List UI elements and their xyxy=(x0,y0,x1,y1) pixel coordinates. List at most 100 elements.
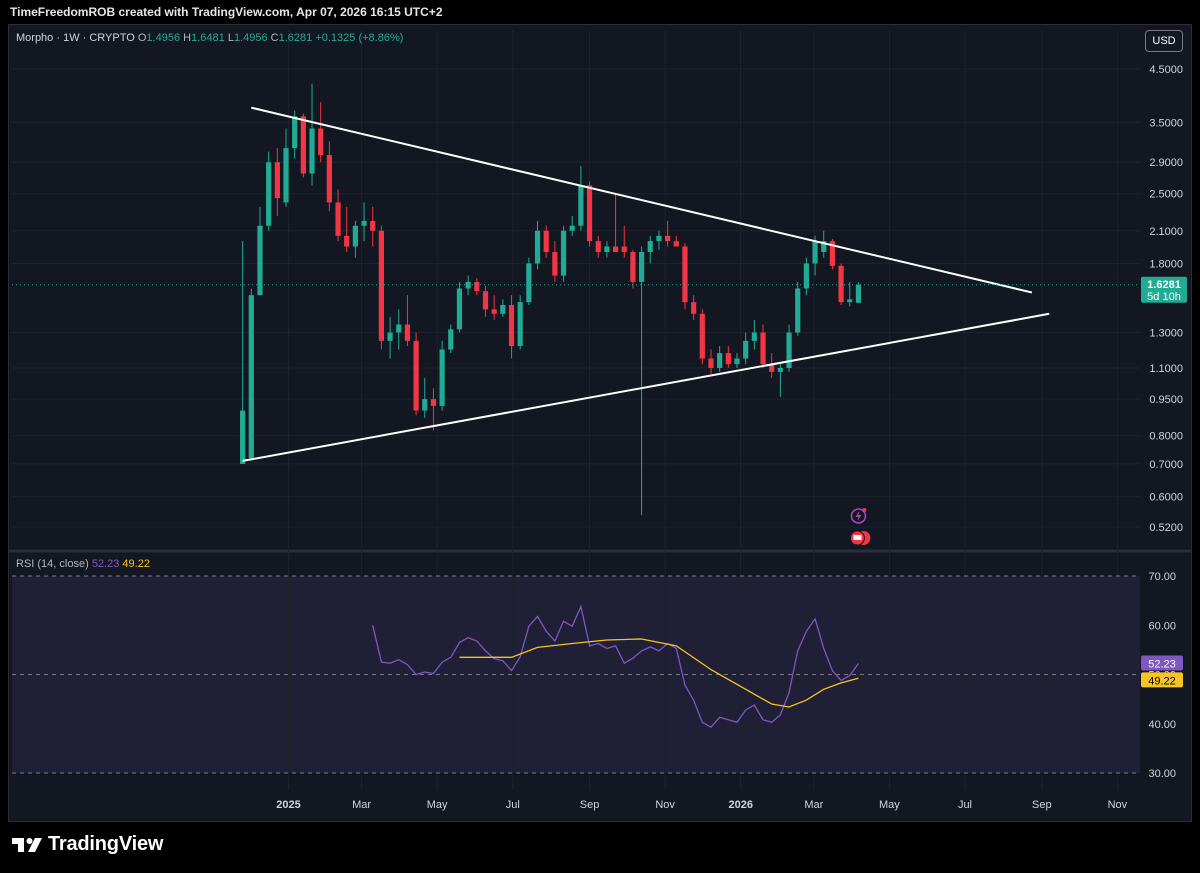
candle-body xyxy=(560,230,567,276)
candle-body xyxy=(673,241,679,247)
candle-body xyxy=(257,225,263,296)
rsi-ma-badge-label: 49.22 xyxy=(1148,675,1176,687)
rsi-axis-label: 70.00 xyxy=(1148,571,1176,583)
candle-body xyxy=(769,364,775,372)
price-axis-label: 1.1000 xyxy=(1149,363,1183,375)
candle-body xyxy=(682,246,688,303)
time-axis-label: May xyxy=(427,799,448,811)
tradingview-logo-icon xyxy=(12,837,42,852)
candle-body xyxy=(578,185,584,226)
candle-body xyxy=(543,230,549,252)
candle-body xyxy=(396,324,402,333)
price-axis-label: 2.9000 xyxy=(1149,157,1183,169)
candle-body xyxy=(300,116,306,174)
candle-body xyxy=(274,162,280,199)
candle-body xyxy=(760,332,766,365)
price-axis-label: 3.5000 xyxy=(1149,117,1183,129)
trendline-lower xyxy=(242,312,1050,462)
rsi-value: 52.23 xyxy=(91,558,120,570)
price-axis-label: 2.5000 xyxy=(1149,189,1183,201)
rsi-badge xyxy=(1141,655,1183,671)
notification-dot-icon xyxy=(862,508,867,512)
candle-body xyxy=(855,284,862,303)
candle-body xyxy=(647,241,653,252)
candle-body xyxy=(500,305,506,314)
brand-name: TradingView xyxy=(48,833,164,855)
rsi-line xyxy=(372,604,859,729)
rsi-badge-label: 52.23 xyxy=(1148,659,1176,671)
tradingview-logo[interactable]: TradingView xyxy=(12,833,163,856)
time-axis-label: Jul xyxy=(958,799,972,811)
candle-body xyxy=(326,155,332,203)
time-axis-label: Nov xyxy=(1108,799,1128,811)
candle-body xyxy=(283,148,289,203)
candle-body xyxy=(344,235,350,247)
change-value: +0.1325 (+8.86%) xyxy=(315,32,404,44)
candle-body xyxy=(404,324,411,341)
high-label: H xyxy=(183,32,192,44)
candle-body xyxy=(361,220,367,226)
candle-body xyxy=(439,349,445,406)
price-axis-label: 0.5200 xyxy=(1149,522,1183,534)
trendline-upper xyxy=(251,106,1033,294)
time-axis-label: May xyxy=(879,799,900,811)
candle-body xyxy=(743,340,749,359)
rsi-label[interactable]: RSI (14, close) xyxy=(16,558,89,570)
price-axis-label: 0.6000 xyxy=(1149,492,1183,504)
time-axis-label: Mar xyxy=(352,799,371,811)
price-axis-label: 4.5000 xyxy=(1149,64,1183,76)
candle-body xyxy=(595,241,601,252)
time-axis-label: Jul xyxy=(506,799,520,811)
candle-body xyxy=(335,202,341,236)
candle-body xyxy=(838,265,844,303)
candle-body xyxy=(456,288,463,330)
candle-body xyxy=(370,220,376,231)
price-axis-label: 0.7000 xyxy=(1149,459,1183,471)
rsi-ma-badge xyxy=(1141,672,1183,688)
currency-button[interactable]: USD xyxy=(1145,30,1183,52)
countdown-label: 5d 10h xyxy=(1147,291,1181,303)
symbol-name[interactable]: Morpho · 1W · CRYPTO xyxy=(16,32,135,44)
candle-body xyxy=(725,353,731,365)
rsi-axis-label: 40.00 xyxy=(1148,719,1176,731)
rsi-ma-value: 49.22 xyxy=(122,558,150,570)
low-label: L xyxy=(227,32,234,44)
candle-body xyxy=(534,230,541,264)
low-value: 1.4956 xyxy=(233,32,268,44)
candle-body xyxy=(517,302,523,347)
candle-body xyxy=(621,246,627,252)
candle-body xyxy=(821,241,827,252)
time-axis-label: Sep xyxy=(1032,799,1052,811)
price-axis-label: 0.8000 xyxy=(1149,431,1183,443)
rsi-ma-line xyxy=(459,638,859,708)
candle-body xyxy=(708,358,714,368)
candle-body xyxy=(717,353,723,368)
rsi-legend: RSI (14, close) 52.23 49.22 xyxy=(16,558,150,570)
candle-body xyxy=(318,128,324,156)
candle-body xyxy=(413,340,419,411)
candle-body xyxy=(777,367,783,372)
candle-body xyxy=(248,295,254,458)
candle-body xyxy=(352,225,358,247)
symbol-legend: Morpho · 1W · CRYPTO O1.4956 H1.6481 L1.… xyxy=(16,32,403,44)
top-bar: TimeFreedomROB created with TradingView.… xyxy=(0,0,1200,24)
time-axis-label: 2026 xyxy=(728,799,752,811)
chart-panel[interactable] xyxy=(8,24,1192,822)
candle-body xyxy=(378,230,385,341)
close-label: C xyxy=(270,32,279,44)
candle-body xyxy=(812,241,818,264)
candle-body xyxy=(292,116,298,149)
candle-body xyxy=(526,263,532,303)
candle-body xyxy=(803,263,809,289)
candle-body xyxy=(665,235,671,242)
time-axis-label: Mar xyxy=(804,799,823,811)
us-flag-stripe-icon xyxy=(853,535,862,540)
candle-body xyxy=(638,251,645,282)
candle-body xyxy=(474,281,480,292)
candle-body xyxy=(630,251,636,282)
candle-body xyxy=(604,246,610,252)
close-value: 1.6281 xyxy=(278,32,313,44)
candle-body xyxy=(309,128,315,174)
last-price-label: 1.6281 xyxy=(1147,279,1181,291)
